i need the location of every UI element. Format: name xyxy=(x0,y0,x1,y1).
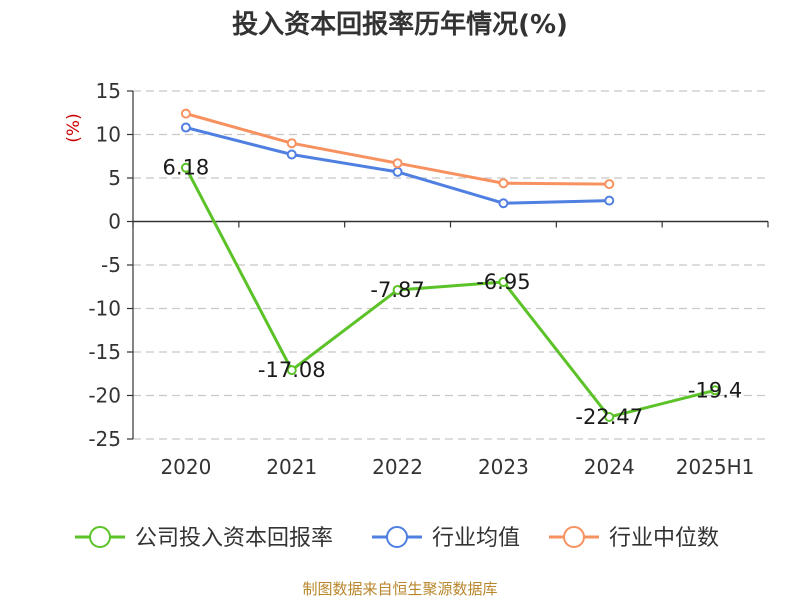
x-tick-label: 2025H1 xyxy=(676,455,755,479)
x-tick-label: 2022 xyxy=(372,455,423,479)
x-tick-label: 2021 xyxy=(266,455,317,479)
data-point xyxy=(498,276,509,287)
gridlines xyxy=(133,90,768,440)
y-tick-label: 15 xyxy=(96,79,121,103)
legend-marker-circle xyxy=(563,526,585,548)
data-label: -6.95 xyxy=(476,270,530,294)
y-tick-label: -20 xyxy=(88,384,121,408)
y-tick-label: 10 xyxy=(96,123,121,147)
data-point xyxy=(180,108,191,119)
chart-title: 投入资本回报率历年情况(%) xyxy=(232,9,568,40)
data-labels: 6.18 -17.08 -7.87 -6.95 -22.47 -19.4 xyxy=(163,156,743,429)
x-tick-label: 2020 xyxy=(160,455,211,479)
data-point xyxy=(286,138,297,149)
legend-marker-circle xyxy=(386,526,408,548)
data-point xyxy=(392,284,403,295)
data-point xyxy=(498,178,509,189)
data-point xyxy=(710,385,721,396)
data-point xyxy=(604,195,615,206)
axes: 15 10 5 0 -5 -10 -15 -20 -25 2020 2021 2022 2023 2024… xyxy=(88,79,769,479)
source-note: 制图数据来自恒生聚源数据库 xyxy=(302,580,497,598)
y-tick-label: -25 xyxy=(88,427,121,451)
data-label: -17.08 xyxy=(258,358,326,382)
legend-label: 行业均值 xyxy=(432,526,520,551)
data-point xyxy=(286,149,297,160)
data-label: -19.4 xyxy=(688,378,742,402)
data-label: -22.47 xyxy=(575,405,643,429)
legend-label: 行业中位数 xyxy=(609,526,719,551)
legend[interactable]: 公司投入资本回报率 行业均值 行业中位数 xyxy=(75,526,719,551)
x-tick-label: 2024 xyxy=(584,455,635,479)
data-label: -7.87 xyxy=(370,278,424,302)
y-axis-unit-label: (%) xyxy=(64,113,84,142)
series-lines xyxy=(180,108,721,422)
data-point xyxy=(392,158,403,169)
y-tick-label: 0 xyxy=(108,210,121,234)
legend-marker-circle xyxy=(89,526,111,548)
y-tick-label: 5 xyxy=(108,166,121,190)
data-point xyxy=(180,122,191,133)
data-point xyxy=(604,411,615,422)
y-tick-label: -5 xyxy=(101,253,121,277)
data-point xyxy=(604,179,615,190)
data-point xyxy=(286,365,297,376)
y-tick-label: -10 xyxy=(88,297,121,321)
series-line xyxy=(184,167,716,419)
data-point xyxy=(392,166,403,177)
data-label: 6.18 xyxy=(163,156,210,180)
data-point xyxy=(498,198,509,209)
y-tick-label: -15 xyxy=(88,340,121,364)
x-tick-label: 2023 xyxy=(478,455,529,479)
legend-label: 公司投入资本回报率 xyxy=(135,526,333,551)
data-point xyxy=(180,162,191,173)
